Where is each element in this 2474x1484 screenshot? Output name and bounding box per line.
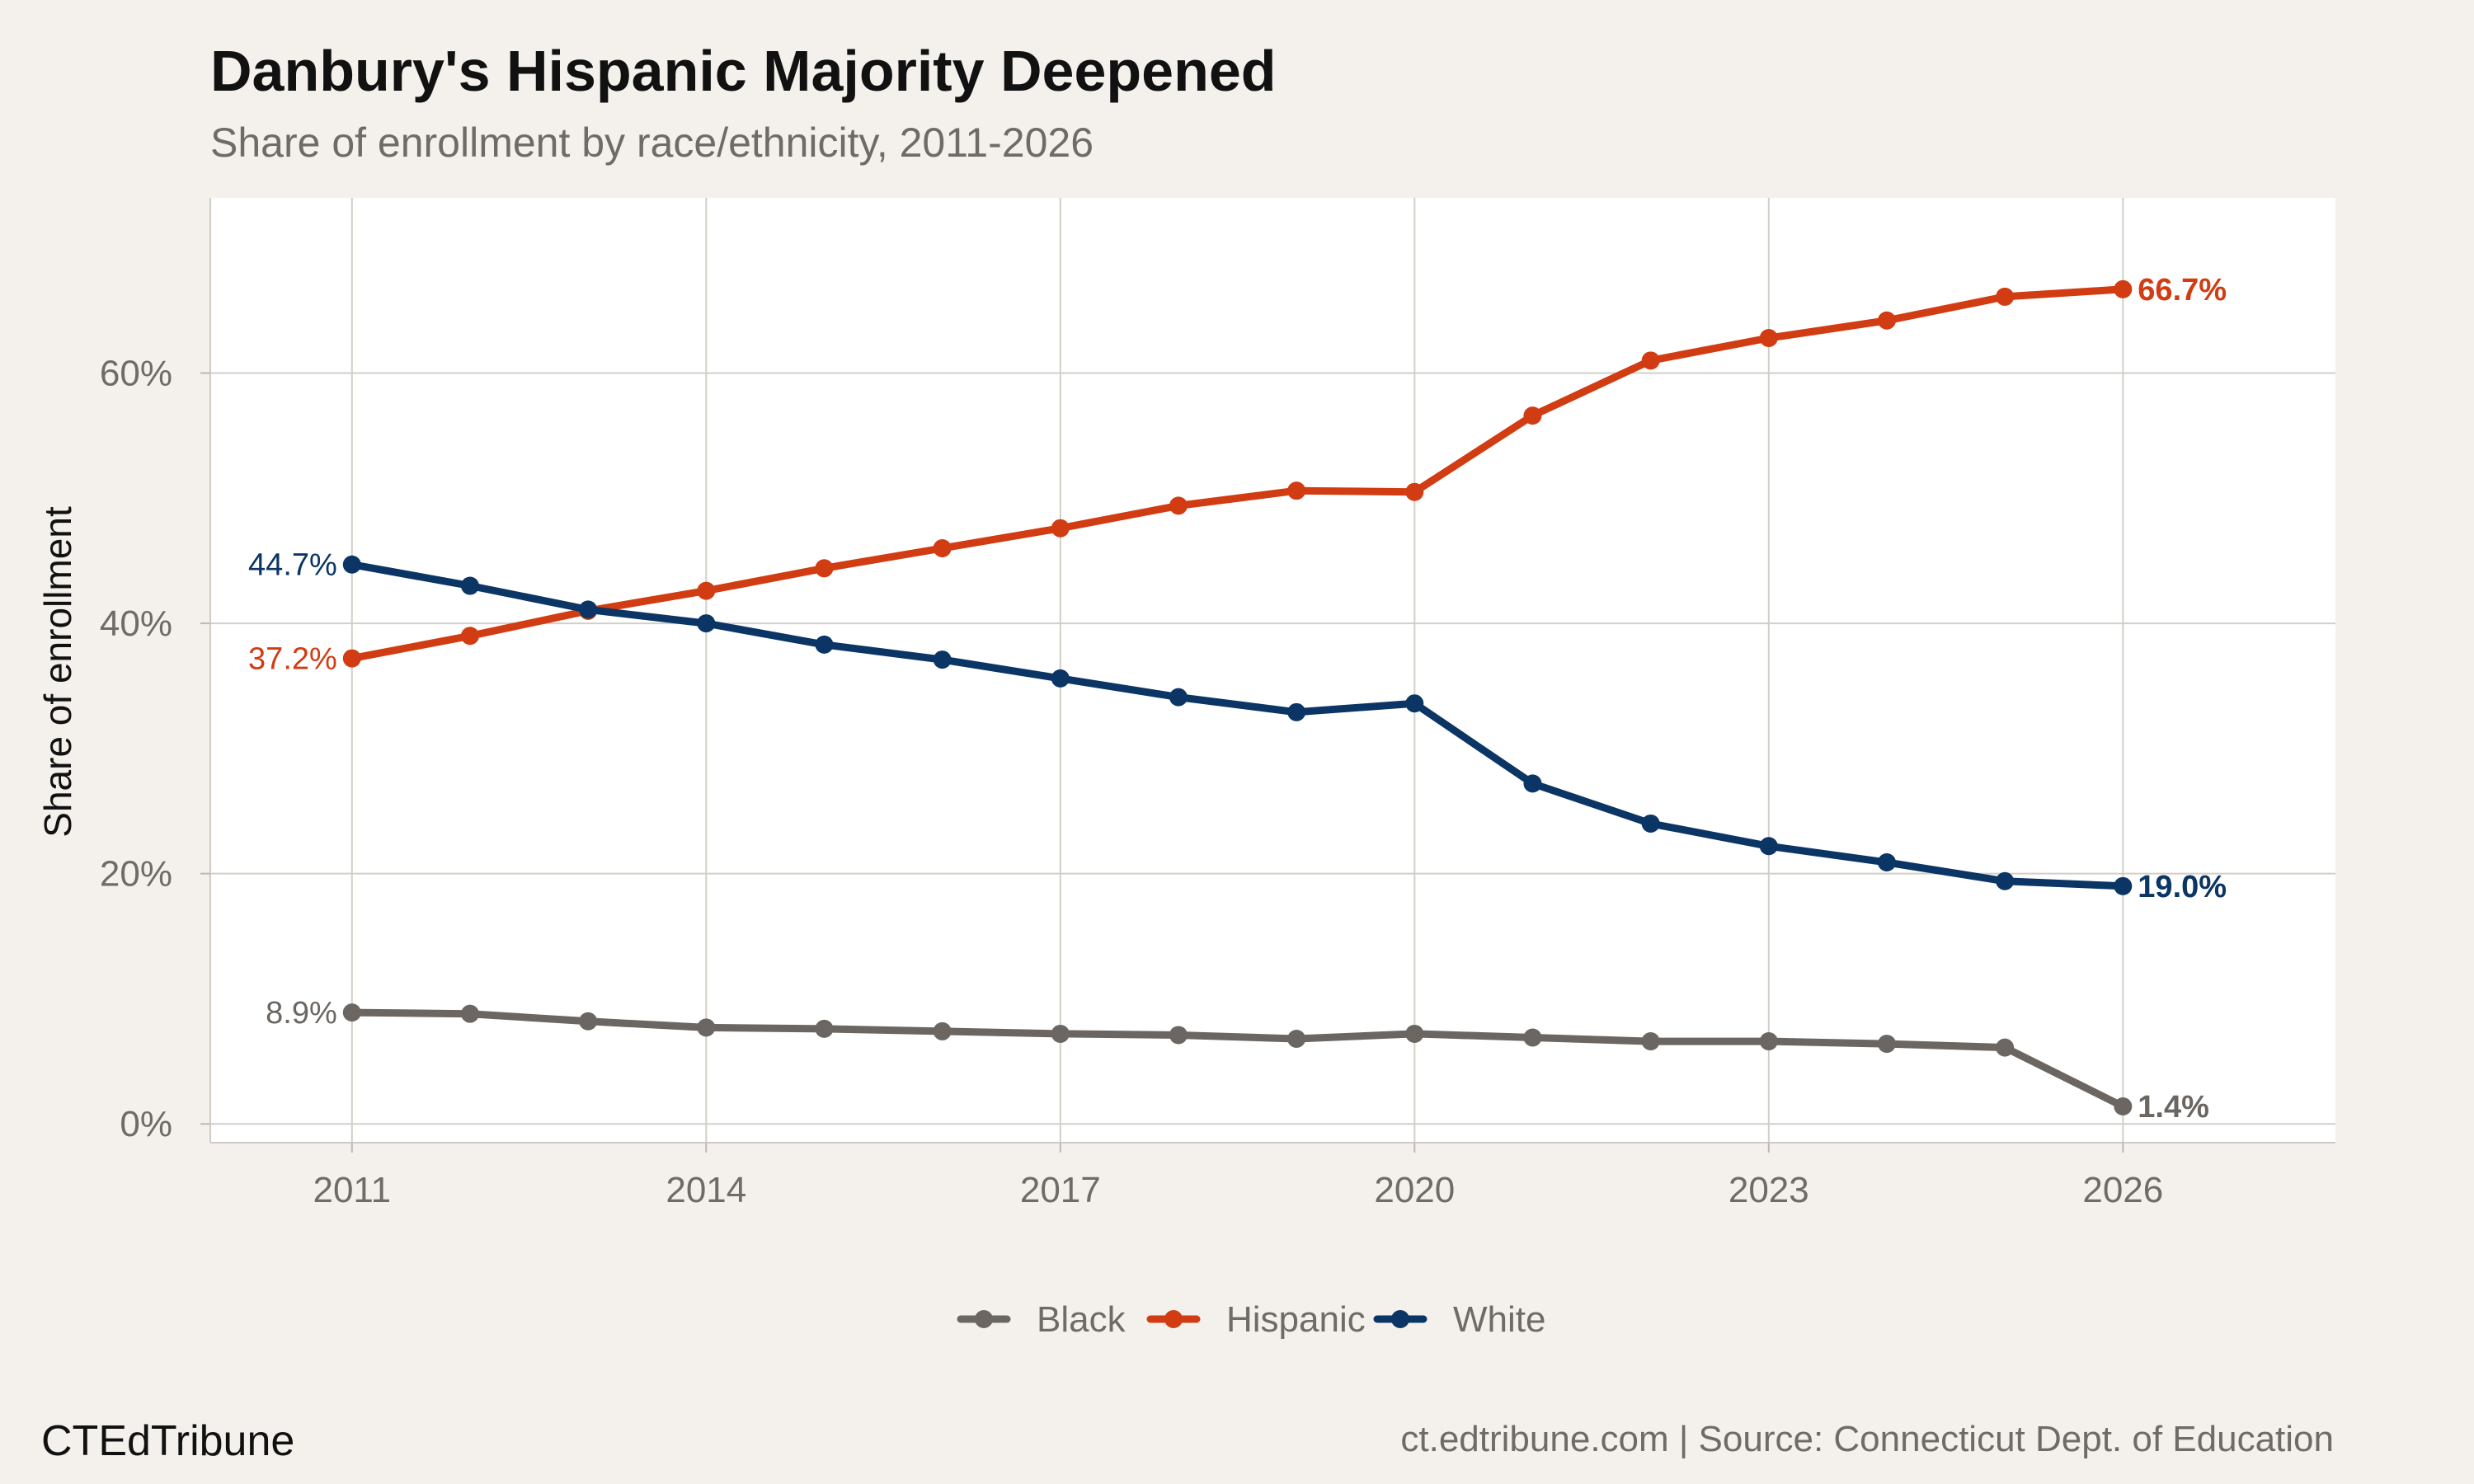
data-point-white: [1996, 871, 2015, 890]
series-line-white: [348, 561, 2127, 890]
data-point-black: [1996, 1038, 2015, 1057]
data-point-white: [460, 576, 479, 595]
data-point-black: [1877, 1035, 1896, 1054]
data-point-black: [1051, 1024, 1070, 1043]
data-point-white: [933, 650, 952, 669]
legend-label-black: Black: [1037, 1299, 1126, 1340]
y-tick-label: 40%: [100, 603, 172, 644]
data-point-hispanic: [1641, 351, 1660, 370]
x-tick-label: 2014: [666, 1170, 746, 1210]
legend-label-white: White: [1453, 1299, 1545, 1340]
data-point-white: [1405, 694, 1424, 713]
start-label-hispanic: 37.2%: [248, 642, 337, 677]
value-labels: 8.9% 1.4% 37.2% 66.7% 44.7% 19.0%: [248, 273, 2227, 1125]
plot-background: [209, 198, 2335, 1144]
data-point-hispanic: [697, 581, 716, 600]
x-tick-label: 2020: [1374, 1170, 1455, 1210]
data-point-hispanic: [1877, 311, 1896, 330]
data-point-hispanic: [1996, 287, 2015, 306]
x-axis: 2011 2014 2017 2020 2023 2026: [313, 1143, 2163, 1210]
data-point-black: [1169, 1026, 1188, 1045]
plot-area: [210, 198, 2335, 1143]
legend-item-black: Black: [957, 1299, 1126, 1340]
x-tick-label: 2023: [1729, 1170, 1809, 1210]
data-point-white: [1759, 837, 1778, 856]
x-tick-label: 2011: [313, 1170, 391, 1210]
data-point-hispanic: [1169, 496, 1188, 515]
chart-subtitle: Share of enrollment by race/ethnicity, 2…: [210, 120, 1094, 166]
data-point-hispanic: [342, 649, 361, 668]
series-line-black: [348, 1008, 2127, 1111]
legend-key-marker-black: [975, 1310, 993, 1328]
series-white: [342, 555, 2133, 895]
x-tick-label: 2026: [2082, 1170, 2163, 1210]
data-point-black: [579, 1012, 598, 1031]
data-point-black: [1641, 1032, 1660, 1051]
data-point-black: [1287, 1030, 1306, 1049]
chart-title: Danbury's Hispanic Majority Deepened: [210, 39, 1277, 103]
data-point-hispanic: [1759, 329, 1778, 348]
data-point-white: [2114, 876, 2133, 895]
y-tick-label: 0%: [120, 1104, 172, 1144]
data-point-white: [342, 555, 361, 574]
data-point-black: [933, 1021, 952, 1040]
legend-key-marker-white: [1391, 1310, 1409, 1328]
data-point-hispanic: [1287, 481, 1306, 500]
series-hispanic: [342, 279, 2133, 668]
data-point-black: [1523, 1028, 1542, 1047]
data-point-hispanic: [1051, 519, 1070, 538]
data-point-white: [697, 614, 716, 633]
start-label-black: 8.9%: [266, 996, 337, 1031]
legend: Black Hispanic White: [957, 1299, 1545, 1340]
data-point-white: [1523, 774, 1542, 793]
data-point-white: [1051, 669, 1070, 688]
data-point-black: [1759, 1032, 1778, 1051]
data-point-hispanic: [2114, 279, 2133, 298]
end-label-hispanic: 66.7%: [2138, 273, 2227, 308]
series-line-hispanic: [348, 285, 2127, 663]
legend-key-marker-hispanic: [1164, 1310, 1183, 1328]
data-point-white: [1641, 814, 1660, 833]
data-point-black: [1405, 1024, 1424, 1043]
data-point-hispanic: [460, 627, 479, 646]
data-point-black: [2114, 1097, 2133, 1115]
legend-item-hispanic: Hispanic: [1146, 1299, 1366, 1340]
data-point-hispanic: [1405, 482, 1424, 501]
source-caption: ct.edtribune.com | Source: Connecticut D…: [1400, 1419, 2334, 1459]
data-point-black: [697, 1018, 716, 1037]
data-point-white: [815, 635, 834, 654]
end-label-white: 19.0%: [2138, 870, 2227, 904]
data-point-hispanic: [933, 539, 952, 558]
start-label-white: 44.7%: [248, 548, 337, 583]
data-point-white: [1877, 852, 1896, 871]
data-point-black: [815, 1019, 834, 1038]
data-point-white: [1287, 702, 1306, 721]
y-tick-label: 60%: [100, 354, 172, 394]
data-point-white: [579, 600, 598, 619]
series-layer: [342, 279, 2133, 1115]
y-axis-title: Share of enrollment: [36, 506, 79, 838]
brand-caption: CTEdTribune: [41, 1417, 294, 1465]
data-point-black: [342, 1003, 361, 1022]
legend-label-hispanic: Hispanic: [1226, 1299, 1366, 1340]
x-tick-label: 2017: [1020, 1170, 1101, 1210]
end-label-black: 1.4%: [2138, 1090, 2209, 1125]
y-axis: 0% 20% 40% 60%: [100, 354, 210, 1144]
y-tick-label: 20%: [100, 854, 172, 895]
data-point-hispanic: [815, 559, 834, 578]
series-black: [342, 1003, 2133, 1115]
legend-item-white: White: [1373, 1299, 1545, 1340]
data-point-black: [460, 1004, 479, 1023]
data-point-hispanic: [1523, 406, 1542, 425]
data-point-white: [1169, 688, 1188, 707]
